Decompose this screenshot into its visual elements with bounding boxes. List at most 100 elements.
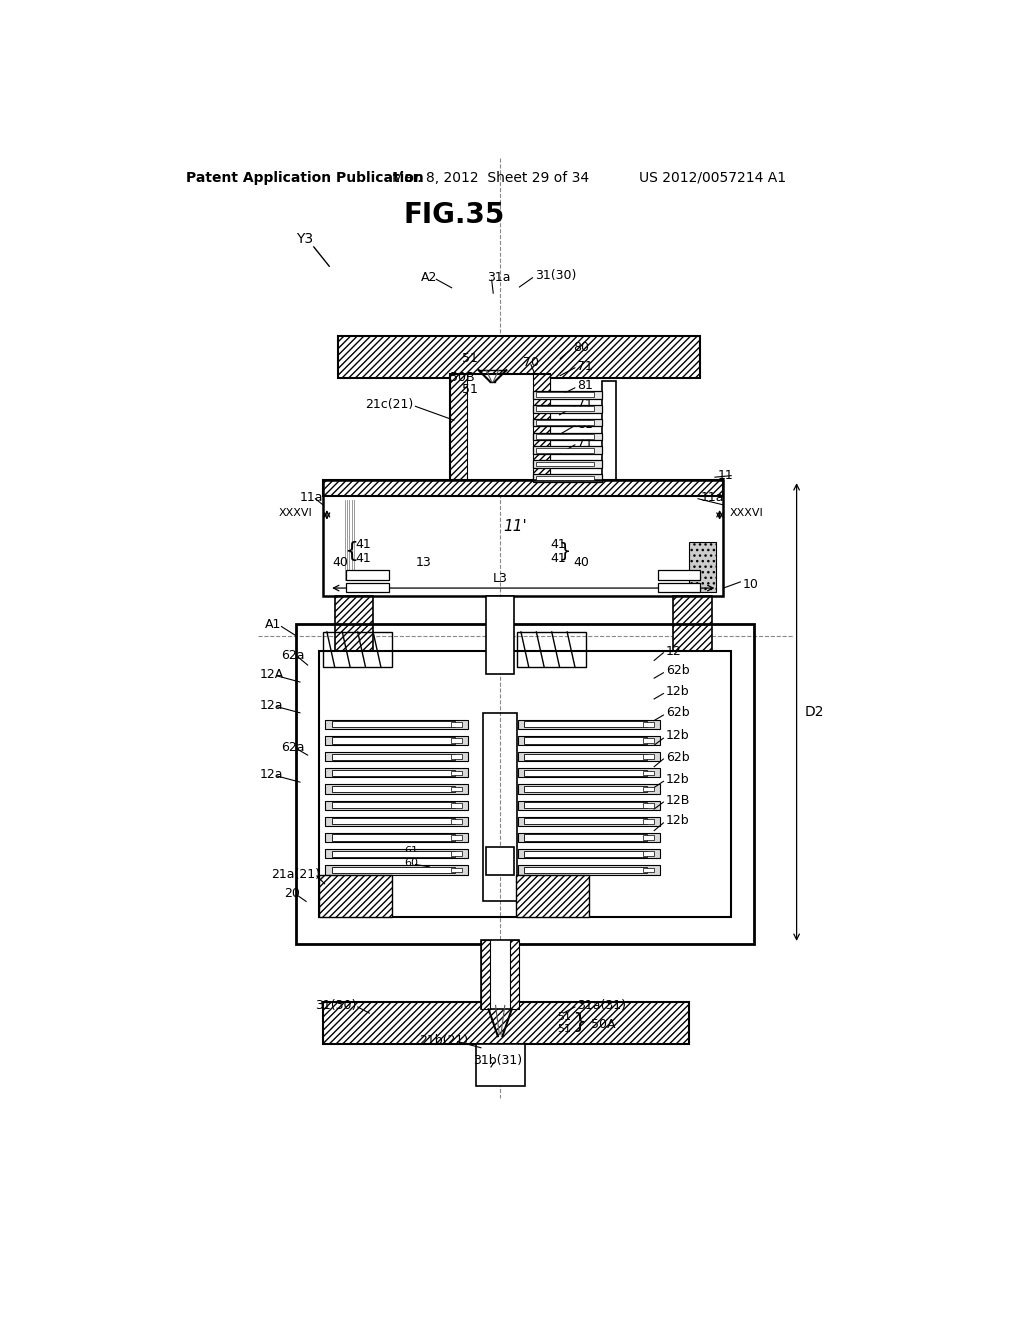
Bar [518,849,660,858]
Bar [518,784,660,793]
Bar [451,818,462,824]
Bar [518,800,660,810]
Text: 51: 51 [557,1023,571,1034]
Text: 81: 81 [578,379,593,392]
Bar [524,721,647,727]
Bar [451,755,462,759]
Text: 71: 71 [578,360,593,372]
Text: 81: 81 [578,417,593,430]
Text: 41: 41 [355,552,371,565]
Bar [332,721,455,727]
Bar [326,800,468,810]
Bar [296,624,755,944]
Bar [658,582,700,591]
Text: 41: 41 [355,539,371,552]
Bar [518,768,660,777]
Bar [332,785,455,792]
Text: 41: 41 [550,539,566,552]
Bar [332,803,455,808]
Bar [326,719,468,729]
Bar [319,651,731,917]
Bar [524,850,647,857]
Bar [517,632,587,667]
Bar [518,817,660,826]
Text: 21a(21): 21a(21) [271,869,321,880]
Bar [658,570,700,579]
Text: 12A: 12A [260,668,285,681]
Bar [524,818,647,825]
Bar [537,392,594,397]
Bar [524,770,647,776]
Bar [326,784,468,793]
Bar [532,433,602,441]
Bar [481,940,490,1010]
Text: 11a: 11a [700,491,724,504]
Bar [643,722,654,726]
Bar [643,818,654,824]
Bar [326,866,468,875]
Text: 31a: 31a [487,271,511,284]
Text: US 2012/0057214 A1: US 2012/0057214 A1 [639,170,785,185]
Bar [524,834,647,841]
Text: 31(30): 31(30) [315,999,356,1012]
Text: 70: 70 [523,356,540,370]
Text: Y3: Y3 [296,232,313,247]
Text: A1: A1 [265,618,282,631]
Text: 11': 11' [504,519,527,535]
Bar [643,755,654,759]
Bar [643,738,654,743]
Text: 21c(21): 21c(21) [366,399,414,412]
Text: 62b: 62b [666,664,689,677]
Bar [451,836,462,840]
Bar [326,849,468,858]
Bar [518,866,660,875]
Bar [475,1044,525,1086]
Bar [481,940,519,1010]
Bar [643,851,654,857]
Bar [532,474,602,482]
Bar [532,461,602,469]
Text: D2: D2 [804,705,824,719]
Bar [518,752,660,762]
Text: 12a: 12a [260,698,284,711]
Text: 12B: 12B [666,795,690,807]
Bar [643,803,654,808]
Text: L3: L3 [493,573,508,585]
Bar [537,475,594,480]
Text: 12b: 12b [666,814,689,828]
Bar [532,418,602,426]
Text: 62a: 62a [281,741,304,754]
Text: XXXVI: XXXVI [279,508,312,519]
Bar [451,738,462,743]
Text: 50B: 50B [451,371,475,384]
Bar [537,420,594,425]
Bar [332,738,455,743]
Bar [602,381,615,482]
Text: 12b: 12b [666,685,689,698]
Bar [534,374,550,490]
Text: 62b: 62b [666,706,689,719]
Bar [346,582,388,591]
Bar [532,446,602,454]
Text: 40: 40 [573,556,589,569]
Bar [643,867,654,873]
Bar [451,851,462,857]
Bar [451,374,467,490]
Bar [524,738,647,743]
Bar [524,785,647,792]
Text: }: } [559,541,571,561]
Bar [515,874,589,917]
Text: 31a(31): 31a(31) [578,999,626,1012]
Bar [451,771,462,775]
Text: 71: 71 [578,437,593,450]
Text: }: } [571,1012,586,1032]
Text: 62a: 62a [281,648,304,661]
Bar [451,787,462,792]
Text: 12b: 12b [666,730,689,742]
Bar [518,737,660,744]
Text: 60: 60 [403,858,418,869]
Text: 11a: 11a [299,491,323,504]
Bar [323,632,392,667]
Text: 50A: 50A [591,1018,615,1031]
Bar [518,833,660,842]
